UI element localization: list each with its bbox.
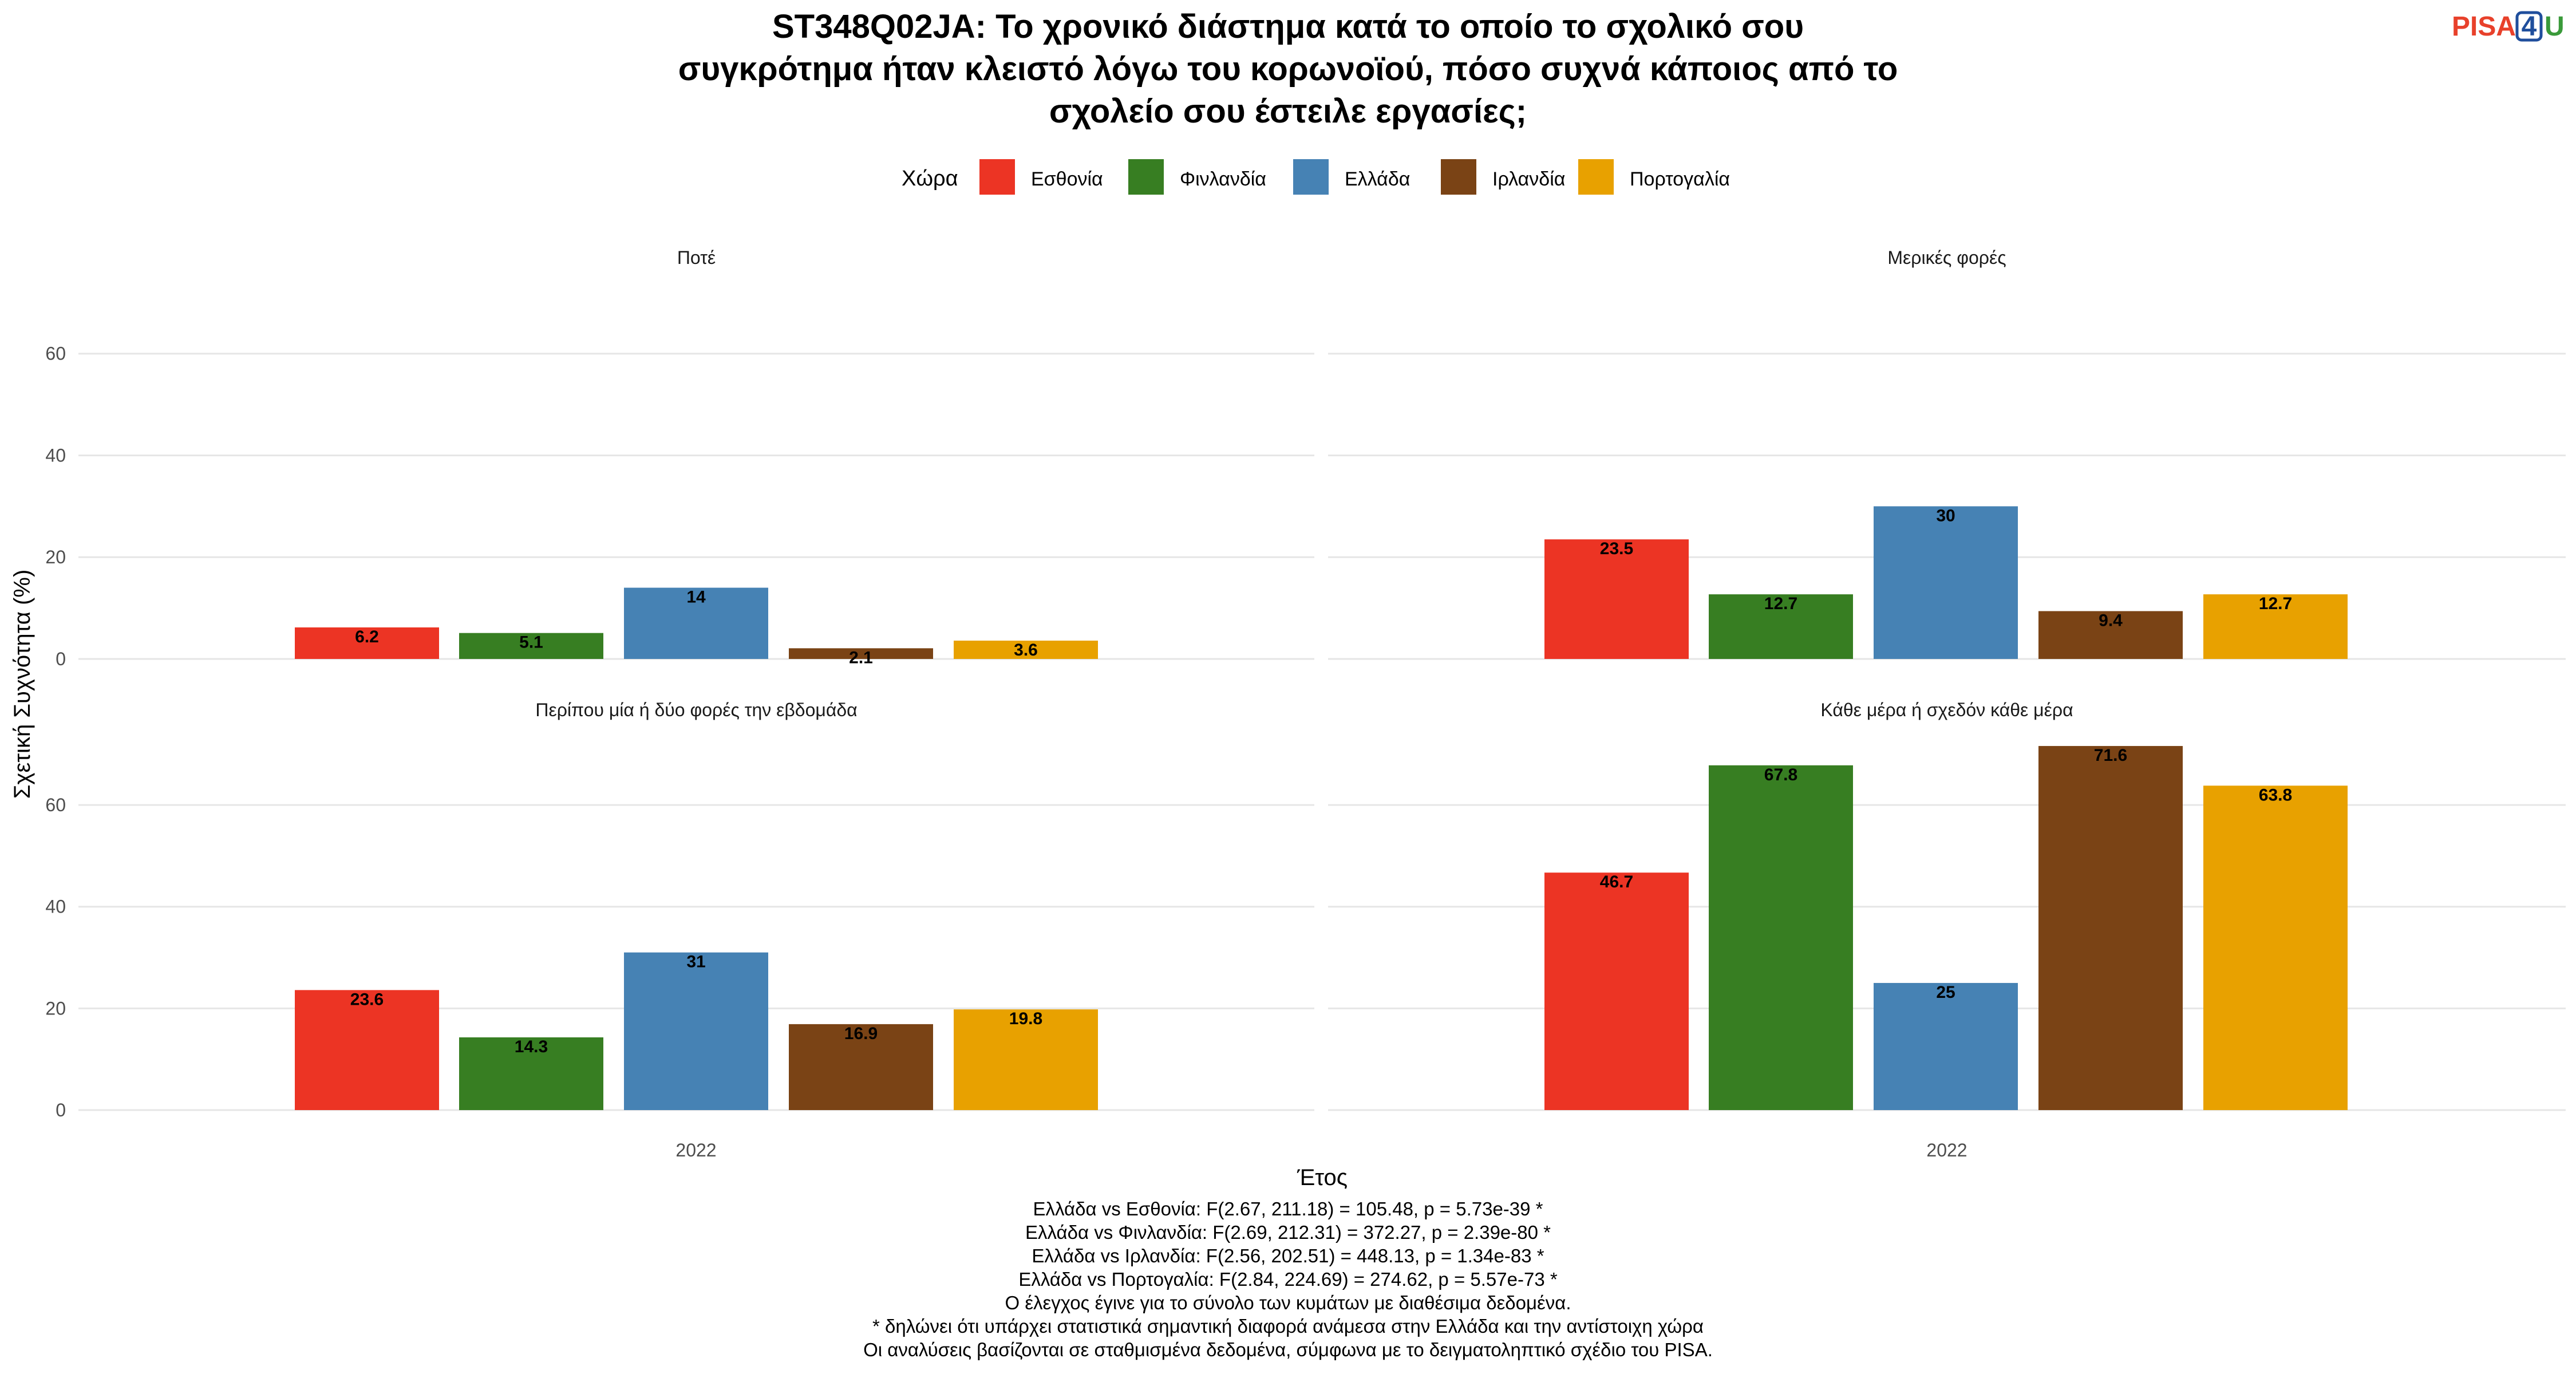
legend: Χώρα Εσθονία Φινλανδία Ελλάδα Ιρλανδία Πορτογ… — [902, 159, 1730, 195]
data-label: 67.8 — [1764, 765, 1797, 784]
facet-title: Κάθε μέρα ή σχεδόν κάθε μέρα — [1820, 700, 2073, 720]
x-tick-label: 2022 — [1926, 1140, 1967, 1160]
bar — [1544, 539, 1689, 659]
logo-badge-frame — [2515, 11, 2543, 42]
data-label: 46.7 — [1600, 872, 1633, 891]
legend-item: Ελλάδα — [1293, 159, 1410, 195]
legend-item: Εσθονία — [979, 159, 1103, 195]
data-label: 16.9 — [844, 1024, 878, 1043]
footnotes: Ελλάδα vs Εσθονία: F(2.67, 211.18) = 105… — [863, 1198, 1713, 1360]
bar — [1874, 982, 2018, 1110]
bar — [789, 648, 933, 659]
facet-panel: Κάθε μέρα ή σχεδόν κάθε μέρα 46.7 67.8 25 71… — [1328, 700, 2566, 1111]
bar — [2203, 594, 2348, 659]
legend-swatch — [979, 159, 1015, 195]
facet-panel: Περίπου μία ή δύο φορές την εβδομάδα 0 20 4… — [45, 700, 1314, 1120]
legend-label: Πορτογαλία — [1630, 168, 1730, 190]
data-label: 5.1 — [519, 633, 543, 652]
data-label: 63.8 — [2259, 785, 2292, 804]
axes: 2022 2022 Έτος Σχετική Συχνότητα (%) — [10, 570, 1967, 1190]
data-label: 3.6 — [1014, 641, 1038, 660]
title-line: ST348Q02JA: Το χρονικό διάστημα κατά το … — [772, 8, 1804, 45]
data-label: 12.7 — [1764, 594, 1797, 613]
data-label: 71.6 — [2094, 746, 2127, 765]
chart-title: ST348Q02JA: Το χρονικό διάστημα κατά το … — [678, 8, 1898, 130]
bar — [954, 641, 1098, 659]
logo-text: PISA — [2452, 11, 2516, 42]
legend-item: Πορτογαλία — [1578, 159, 1730, 195]
bar — [459, 1037, 603, 1110]
facet-panels: Ποτέ 0 20 40 60 6.2 5.1 14 2.1 3.6 Μερικές φορές 23… — [45, 247, 2566, 1120]
legend-swatch — [1578, 159, 1614, 195]
bar — [459, 633, 603, 659]
title-line: συγκρότημα ήταν κλειστό λόγω του κορωνοϊ… — [678, 50, 1898, 88]
bar — [789, 1024, 933, 1110]
y-tick-label: 20 — [45, 998, 66, 1018]
legend-label: Φινλανδία — [1180, 168, 1266, 190]
legend-title: Χώρα — [902, 167, 958, 191]
y-tick-label: 0 — [56, 1100, 66, 1120]
bar — [295, 990, 439, 1110]
facet-title: Μερικές φορές — [1887, 247, 2006, 268]
data-label: 6.2 — [355, 627, 379, 646]
legend-label: Ιρλανδία — [1492, 168, 1565, 190]
bar — [1874, 506, 2018, 659]
legend-label: Εσθονία — [1031, 168, 1103, 190]
data-label: 30 — [1936, 506, 1955, 525]
y-tick-label: 40 — [45, 897, 66, 917]
y-tick-label: 0 — [56, 649, 66, 669]
x-tick-label: 2022 — [675, 1140, 716, 1160]
data-label: 9.4 — [2099, 611, 2123, 630]
legend-item: Φινλανδία — [1128, 159, 1266, 195]
x-axis-title: Έτος — [1297, 1165, 1348, 1190]
footnote-line: * δηλώνει ότι υπάρχει στατιστικά σημαντι… — [872, 1316, 1704, 1337]
footnote-line: Ελλάδα vs Φινλανδία: F(2.69, 212.31) = 3… — [1025, 1222, 1551, 1243]
y-tick-label: 20 — [45, 547, 66, 567]
legend-swatch — [1128, 159, 1164, 195]
facet-panel: Ποτέ 0 20 40 60 6.2 5.1 14 2.1 3.6 — [45, 247, 1314, 669]
data-label: 23.5 — [1600, 539, 1633, 558]
bar — [1709, 765, 1853, 1110]
bar — [1544, 872, 1689, 1110]
legend-label: Ελλάδα — [1345, 168, 1410, 190]
y-tick-label: 40 — [45, 445, 66, 465]
bar — [2203, 785, 2348, 1110]
legend-swatch — [1293, 159, 1329, 195]
bar — [954, 1009, 1098, 1110]
title-line: σχολείο σου έστειλε εργασίες; — [1049, 93, 1527, 130]
data-label: 2.1 — [849, 648, 873, 667]
logo-suffix: U — [2545, 11, 2565, 42]
footnote-line: Ελλάδα vs Ιρλανδία: F(2.56, 202.51) = 44… — [1032, 1245, 1544, 1266]
bar — [2038, 611, 2183, 659]
footnote-line: Οι αναλύσεις βασίζονται σε σταθμισμένα δ… — [863, 1339, 1713, 1360]
data-label: 14 — [686, 588, 706, 607]
data-label: 31 — [686, 953, 705, 972]
data-label: 19.8 — [1009, 1009, 1042, 1028]
y-tick-label: 60 — [45, 344, 66, 364]
facet-title: Περίπου μία ή δύο φορές την εβδομάδα — [535, 700, 857, 720]
legend-swatch — [1441, 159, 1476, 195]
bar — [624, 587, 768, 659]
legend-item: Ιρλανδία — [1441, 159, 1565, 195]
pisa4u-logo: PISA 4 U — [2452, 11, 2565, 42]
facet-title: Ποτέ — [677, 247, 716, 268]
data-label: 25 — [1936, 983, 1955, 1002]
footnote-line: Ο έλεγχος έγινε για το σύνολο των κυμάτω… — [1005, 1292, 1571, 1313]
logo-badge: 4 — [2522, 11, 2537, 42]
y-tick-label: 60 — [45, 795, 66, 815]
data-label: 23.6 — [350, 990, 384, 1009]
facet-panel: Μερικές φορές 23.5 12.7 30 9.4 12.7 — [1328, 247, 2566, 660]
data-label: 12.7 — [2259, 594, 2292, 613]
footnote-line: Ελλάδα vs Εσθονία: F(2.67, 211.18) = 105… — [1033, 1198, 1543, 1219]
footnote-line: Ελλάδα vs Πορτογαλία: F(2.84, 224.69) = … — [1018, 1269, 1558, 1290]
bar — [2038, 746, 2183, 1110]
bar — [1709, 594, 1853, 659]
bar — [295, 627, 439, 659]
data-label: 14.3 — [515, 1037, 548, 1056]
bar — [624, 952, 768, 1110]
y-axis-title: Σχετική Συχνότητα (%) — [10, 570, 35, 799]
